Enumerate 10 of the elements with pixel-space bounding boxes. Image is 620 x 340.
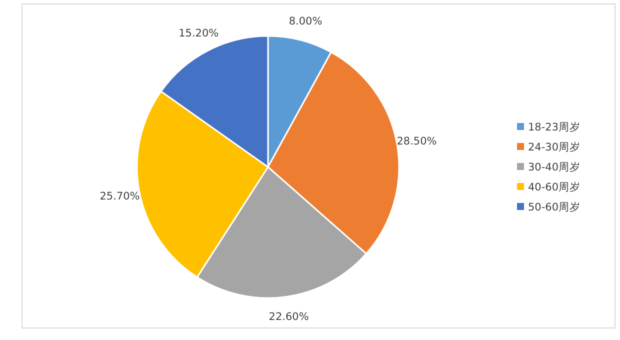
data-label: 28.50% [396, 136, 437, 148]
legend-label: 50-60周岁 [528, 202, 581, 214]
data-label: 22.60% [268, 311, 309, 324]
legend-label: 18-23周岁 [528, 122, 581, 134]
data-label: 8.00% [288, 15, 322, 28]
legend-label: 30-40周岁 [528, 162, 581, 174]
data-label: 25.70% [100, 190, 140, 202]
legend-label: 24-30周岁 [528, 142, 581, 154]
data-label: 15.20% [178, 28, 219, 40]
legend-label: 40-60周岁 [528, 182, 581, 194]
